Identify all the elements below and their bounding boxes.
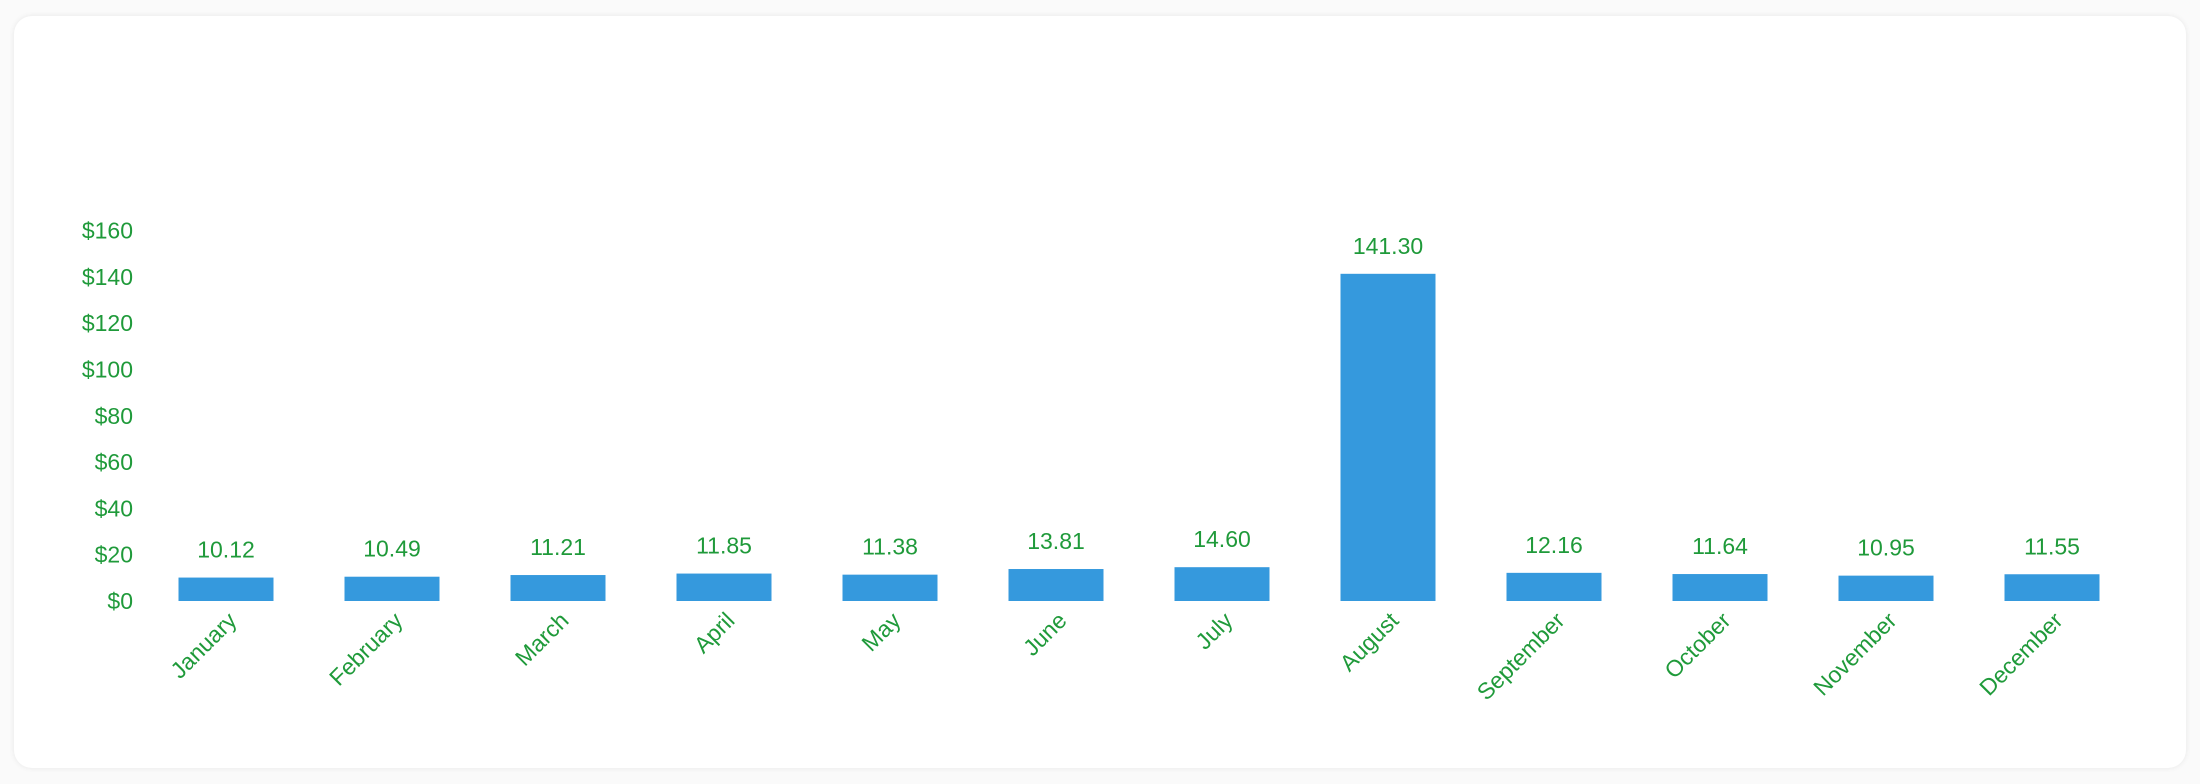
bar-may[interactable] (842, 574, 938, 601)
x-tick-label: February (324, 607, 408, 691)
data-label: 11.64 (1692, 533, 1748, 559)
bar-october[interactable] (1672, 574, 1768, 601)
y-tick-label: $60 (95, 449, 133, 475)
data-label: 11.85 (696, 533, 752, 559)
data-label: 11.38 (862, 534, 918, 560)
data-label: 10.12 (197, 537, 255, 563)
chart-card (14, 16, 2186, 768)
bar-december[interactable] (2004, 574, 2100, 601)
data-label: 14.60 (1193, 526, 1251, 552)
x-tick-label: November (1808, 607, 1902, 701)
y-axis: $0 $20 $40 $60 $80 $100 $120 $140 $160 (82, 218, 133, 614)
data-labels: 10.12 10.49 11.21 11.85 11.38 13.81 14.60 141.3… (197, 233, 2080, 563)
data-label: 13.81 (1027, 528, 1085, 554)
y-tick-label: $160 (82, 218, 133, 244)
x-tick-label: September (1472, 607, 1570, 705)
x-tick-label: October (1659, 607, 1735, 683)
y-tick-label: $140 (82, 264, 133, 290)
bar-june[interactable] (1008, 569, 1104, 601)
y-tick-label: $120 (82, 310, 133, 336)
bar-november[interactable] (1838, 575, 1934, 601)
bar-august[interactable] (1340, 273, 1436, 601)
x-tick-label: July (1190, 607, 1238, 655)
x-tick-label: December (1974, 607, 2068, 701)
data-label: 11.55 (2024, 533, 2080, 559)
bar-march[interactable] (510, 575, 606, 601)
data-label: 10.49 (363, 536, 421, 562)
y-tick-label: $0 (107, 588, 133, 614)
x-axis: January February March April May June July Augu… (165, 607, 2067, 705)
data-label: 12.16 (1525, 532, 1583, 558)
bars (178, 273, 2100, 601)
x-tick-label: March (510, 607, 574, 671)
y-tick-label: $20 (95, 542, 133, 568)
data-label: 10.95 (1857, 535, 1915, 561)
data-label: 141.30 (1353, 233, 1423, 259)
bar-february[interactable] (344, 576, 440, 601)
x-tick-label: May (856, 607, 905, 656)
x-tick-label: April (689, 607, 740, 658)
bar-april[interactable] (676, 573, 772, 601)
y-tick-label: $40 (95, 495, 133, 521)
y-tick-label: $80 (95, 403, 133, 429)
bar-january[interactable] (178, 577, 274, 601)
data-label: 11.21 (530, 534, 586, 560)
x-tick-label: June (1018, 607, 1072, 661)
bar-september[interactable] (1506, 572, 1602, 601)
x-tick-label: January (165, 607, 242, 684)
x-tick-label: August (1335, 607, 1404, 676)
bar-july[interactable] (1174, 567, 1270, 601)
y-tick-label: $100 (82, 356, 133, 382)
